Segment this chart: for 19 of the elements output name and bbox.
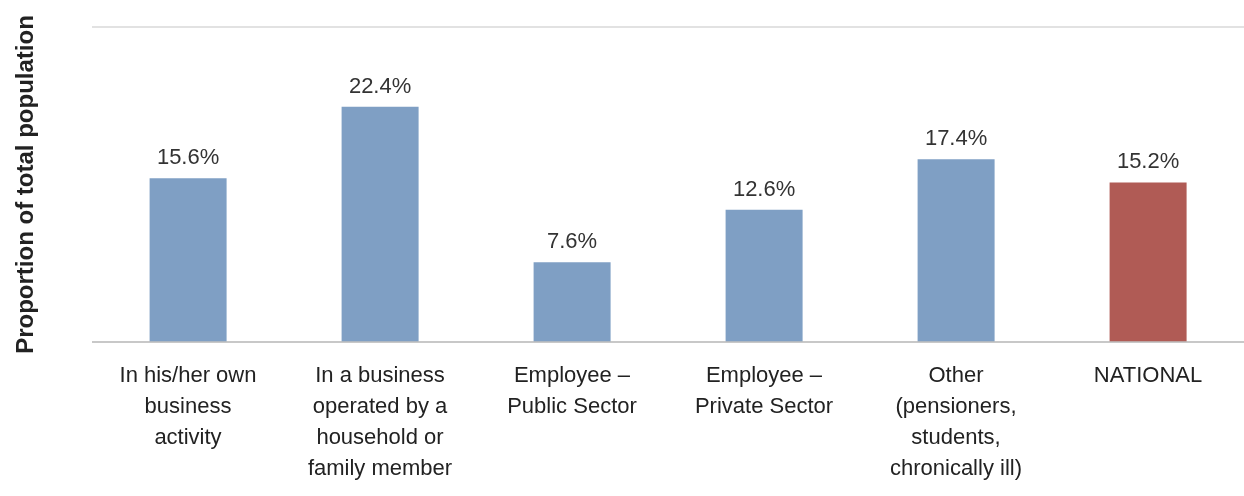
bar	[917, 159, 995, 342]
bar	[533, 262, 611, 342]
bar	[149, 178, 227, 342]
data-label: 22.4%	[348, 72, 412, 98]
data-label: 15.6%	[156, 144, 220, 170]
data-label: 17.4%	[924, 125, 988, 151]
bar	[1109, 182, 1187, 342]
bar	[725, 209, 803, 342]
x-tick-label: Employee – Public Sector	[507, 362, 637, 418]
bar	[341, 106, 419, 342]
data-label: 15.2%	[1116, 148, 1180, 174]
data-label: 12.6%	[732, 175, 796, 201]
x-tick-label: Other (pensioners, students, chronically ill)	[889, 362, 1023, 480]
x-tick-label: In his/her own business activity	[119, 362, 257, 449]
x-tick-label: In a business operated by a household or family member	[307, 362, 453, 480]
x-tick-label: Employee – Private Sector	[694, 362, 834, 418]
y-axis-title: Proportion of total population	[10, 15, 38, 354]
x-tick-label: NATIONAL	[1093, 362, 1203, 387]
data-label: 7.6%	[547, 228, 598, 254]
